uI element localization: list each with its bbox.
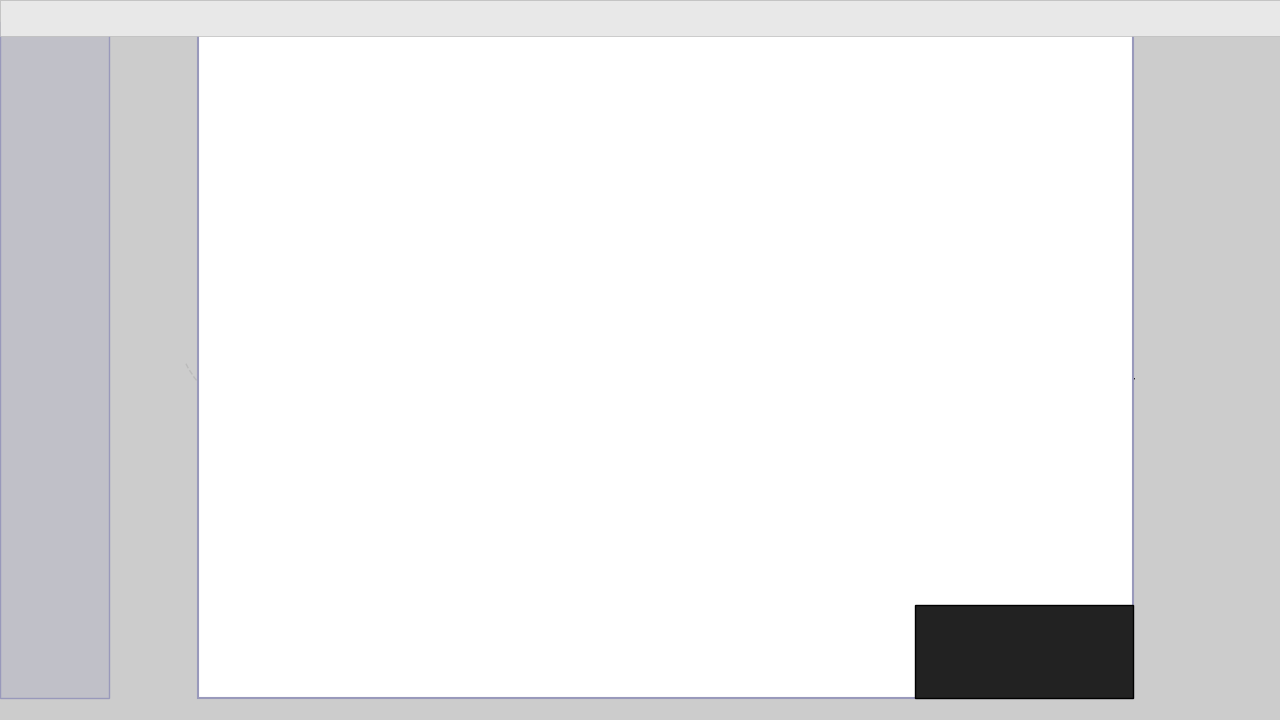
Text: 6N: 6N bbox=[454, 184, 484, 204]
Text: let 1cm = 1N: let 1cm = 1N bbox=[288, 134, 472, 161]
Text: 6N: 6N bbox=[781, 84, 827, 115]
Text: Total: Total bbox=[438, 304, 481, 322]
Text: v: v bbox=[925, 310, 938, 330]
Text: >: > bbox=[851, 119, 868, 138]
Text: 5N: 5N bbox=[1088, 377, 1134, 408]
Bar bbox=[218, 274, 576, 299]
Text: VECTORS AND SCALE DIAGRAMS: VECTORS AND SCALE DIAGRAMS bbox=[411, 38, 869, 63]
Text: ⇒ 9.3 N: ⇒ 9.3 N bbox=[582, 534, 667, 554]
Circle shape bbox=[326, 234, 467, 313]
Text: $\theta = Tan^{-1}\left(\frac{7}{6}\right) =$: $\theta = Tan^{-1}\left(\frac{7}{6}\righ… bbox=[250, 618, 472, 664]
Polygon shape bbox=[218, 173, 576, 274]
Text: 7N: 7N bbox=[973, 221, 1019, 252]
Text: 7N: 7N bbox=[557, 271, 585, 291]
Text: θ: θ bbox=[420, 227, 430, 244]
Text: 9.3cm: 9.3cm bbox=[623, 361, 680, 379]
